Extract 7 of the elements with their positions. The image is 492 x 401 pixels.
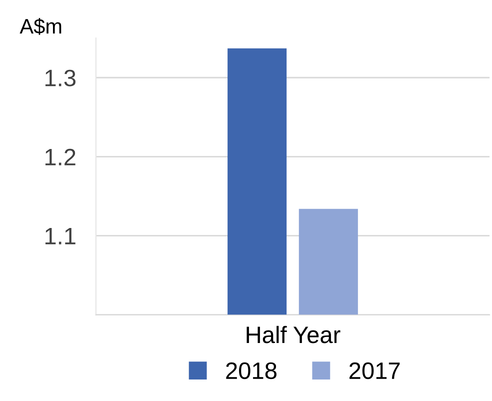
x-tick-label: Half Year (246, 326, 340, 344)
y-tick-label: 1.2 (45, 148, 76, 166)
y-tick-label: 1.3 (45, 70, 76, 86)
legend-label: 2017 (350, 362, 400, 380)
y-tick-label: 1.1 (45, 228, 76, 244)
y-axis-title: A$m (20, 18, 62, 35)
legend-label: 2018 (226, 362, 276, 380)
